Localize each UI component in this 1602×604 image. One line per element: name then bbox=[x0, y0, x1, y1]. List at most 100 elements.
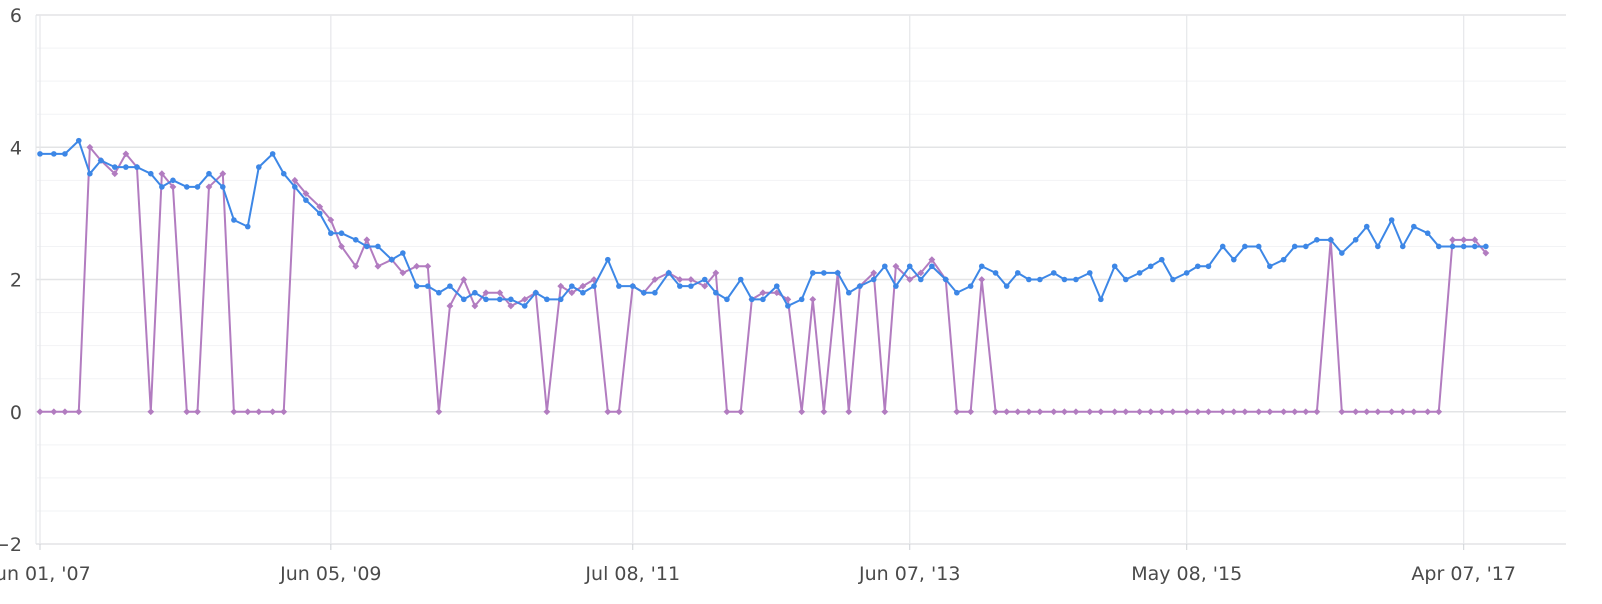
data-point[interactable] bbox=[98, 157, 104, 164]
data-point[interactable] bbox=[1183, 270, 1190, 276]
data-point[interactable] bbox=[749, 296, 755, 303]
data-point[interactable] bbox=[1230, 408, 1238, 416]
data-point[interactable] bbox=[316, 203, 324, 211]
data-point[interactable] bbox=[256, 164, 262, 170]
data-point[interactable] bbox=[1280, 256, 1287, 263]
data-point[interactable] bbox=[651, 276, 659, 283]
data-point[interactable] bbox=[737, 408, 745, 416]
data-point[interactable] bbox=[36, 408, 44, 416]
data-point[interactable] bbox=[882, 263, 888, 270]
data-point[interactable] bbox=[472, 289, 478, 296]
data-point[interactable] bbox=[170, 177, 176, 184]
data-point[interactable] bbox=[1003, 408, 1011, 416]
data-point[interactable] bbox=[820, 408, 828, 416]
data-point[interactable] bbox=[701, 276, 708, 283]
data-point[interactable] bbox=[328, 230, 334, 237]
data-point[interactable] bbox=[338, 230, 345, 237]
data-point[interactable] bbox=[1147, 408, 1155, 416]
data-point[interactable] bbox=[374, 262, 382, 270]
data-point[interactable] bbox=[785, 303, 791, 309]
data-point[interactable] bbox=[316, 210, 323, 217]
data-point[interactable] bbox=[86, 143, 94, 151]
data-point[interactable] bbox=[205, 183, 213, 191]
data-point[interactable] bbox=[508, 296, 514, 303]
data-point[interactable] bbox=[978, 263, 985, 270]
data-point[interactable] bbox=[1363, 408, 1371, 416]
data-point[interactable] bbox=[244, 408, 252, 416]
data-point[interactable] bbox=[61, 408, 69, 416]
data-point[interactable] bbox=[845, 289, 852, 296]
data-point[interactable] bbox=[1291, 243, 1298, 250]
data-point[interactable] bbox=[1374, 408, 1382, 416]
data-point[interactable] bbox=[906, 263, 913, 270]
data-point[interactable] bbox=[219, 170, 227, 178]
data-point[interactable] bbox=[1399, 408, 1407, 416]
data-point[interactable] bbox=[834, 270, 841, 276]
data-point[interactable] bbox=[1026, 276, 1032, 283]
data-point[interactable] bbox=[303, 197, 309, 203]
data-point[interactable] bbox=[159, 184, 165, 190]
data-point[interactable] bbox=[1280, 408, 1288, 416]
data-point[interactable] bbox=[1072, 408, 1080, 416]
data-point[interactable] bbox=[169, 183, 177, 191]
data-point[interactable] bbox=[1388, 217, 1395, 223]
data-point[interactable] bbox=[892, 262, 900, 270]
data-point[interactable] bbox=[1073, 276, 1079, 283]
data-point[interactable] bbox=[1170, 276, 1176, 283]
data-point[interactable] bbox=[436, 289, 442, 296]
data-point[interactable] bbox=[569, 283, 575, 289]
data-point[interactable] bbox=[111, 170, 119, 178]
data-point[interactable] bbox=[413, 283, 420, 289]
data-point[interactable] bbox=[447, 283, 453, 289]
data-point[interactable] bbox=[1255, 408, 1263, 416]
data-point[interactable] bbox=[338, 243, 345, 250]
data-point[interactable] bbox=[917, 269, 925, 277]
data-point[interactable] bbox=[269, 151, 276, 157]
data-point[interactable] bbox=[1194, 408, 1202, 416]
data-point[interactable] bbox=[1014, 408, 1022, 416]
data-point[interactable] bbox=[652, 289, 658, 296]
data-point[interactable] bbox=[677, 283, 683, 289]
data-point[interactable] bbox=[1460, 243, 1467, 250]
data-point[interactable] bbox=[122, 150, 130, 158]
data-point[interactable] bbox=[641, 289, 647, 296]
data-point[interactable] bbox=[460, 276, 468, 283]
data-point[interactable] bbox=[1205, 263, 1212, 270]
data-point[interactable] bbox=[1122, 276, 1129, 283]
data-point[interactable] bbox=[798, 408, 806, 416]
data-point[interactable] bbox=[1241, 408, 1249, 416]
data-point[interactable] bbox=[1471, 236, 1479, 244]
data-point[interactable] bbox=[1352, 408, 1360, 416]
data-point[interactable] bbox=[1122, 408, 1130, 416]
data-point[interactable] bbox=[1255, 243, 1262, 250]
data-point[interactable] bbox=[1375, 243, 1381, 250]
data-point[interactable] bbox=[1460, 236, 1468, 244]
data-point[interactable] bbox=[809, 270, 816, 276]
data-point[interactable] bbox=[604, 408, 612, 416]
data-point[interactable] bbox=[1471, 243, 1478, 250]
data-point[interactable] bbox=[1302, 408, 1310, 416]
data-point[interactable] bbox=[870, 276, 877, 283]
data-point[interactable] bbox=[1111, 263, 1118, 270]
data-point[interactable] bbox=[942, 276, 949, 283]
data-point[interactable] bbox=[496, 289, 504, 297]
data-point[interactable] bbox=[701, 282, 709, 290]
data-point[interactable] bbox=[967, 408, 975, 416]
data-point[interactable] bbox=[1424, 230, 1431, 237]
data-point[interactable] bbox=[123, 164, 129, 170]
data-point[interactable] bbox=[352, 262, 360, 270]
data-point[interactable] bbox=[269, 408, 277, 416]
data-point[interactable] bbox=[809, 295, 817, 303]
data-point[interactable] bbox=[929, 263, 935, 270]
data-point[interactable] bbox=[255, 408, 263, 416]
data-point[interactable] bbox=[992, 408, 999, 416]
data-point[interactable] bbox=[629, 283, 636, 289]
data-point[interactable] bbox=[424, 262, 432, 270]
data-point[interactable] bbox=[821, 270, 827, 276]
data-point[interactable] bbox=[676, 276, 684, 283]
data-point[interactable] bbox=[1327, 237, 1334, 243]
data-point[interactable] bbox=[1411, 223, 1417, 230]
data-point[interactable] bbox=[665, 270, 672, 276]
data-point[interactable] bbox=[1061, 276, 1068, 283]
data-point[interactable] bbox=[1037, 276, 1043, 283]
